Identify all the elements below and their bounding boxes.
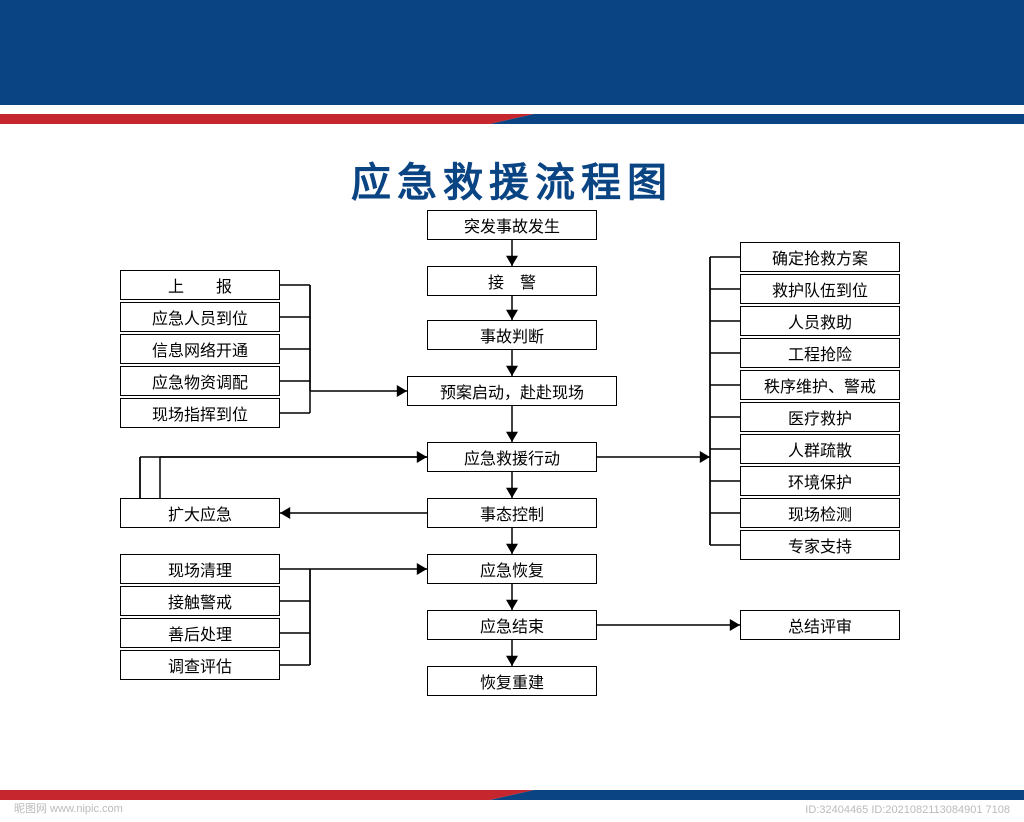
header-band bbox=[0, 0, 1024, 105]
stage: 应急救援流程图 突发事故发生接 警事故判断预案启动，赴赴现场应急救援行动事态控制… bbox=[0, 0, 1024, 822]
left1-item-3: 应急物资调配 bbox=[120, 366, 280, 396]
stripe-bottom-red bbox=[0, 790, 534, 800]
expand-emergency: 扩大应急 bbox=[120, 498, 280, 528]
stripe-bottom bbox=[0, 790, 1024, 800]
main-step-2: 事故判断 bbox=[427, 320, 597, 350]
left2-item-2: 善后处理 bbox=[120, 618, 280, 648]
left1-item-0: 上 报 bbox=[120, 270, 280, 300]
stripe-top bbox=[0, 114, 1024, 124]
main-step-4: 应急救援行动 bbox=[427, 442, 597, 472]
left2-item-1: 接触警戒 bbox=[120, 586, 280, 616]
page-title: 应急救援流程图 bbox=[0, 150, 1024, 208]
right-item-4: 秩序维护、警戒 bbox=[740, 370, 900, 400]
summary-review: 总结评审 bbox=[740, 610, 900, 640]
left2-item-3: 调查评估 bbox=[120, 650, 280, 680]
left1-item-2: 信息网络开通 bbox=[120, 334, 280, 364]
right-item-2: 人员救助 bbox=[740, 306, 900, 336]
right-item-9: 专家支持 bbox=[740, 530, 900, 560]
main-step-6: 应急恢复 bbox=[427, 554, 597, 584]
right-item-8: 现场检测 bbox=[740, 498, 900, 528]
main-step-1: 接 警 bbox=[427, 266, 597, 296]
right-item-6: 人群疏散 bbox=[740, 434, 900, 464]
main-step-5: 事态控制 bbox=[427, 498, 597, 528]
main-step-8: 恢复重建 bbox=[427, 666, 597, 696]
stripe-bottom-blue bbox=[490, 790, 1024, 800]
stripe-top-blue bbox=[490, 114, 1024, 124]
main-step-3: 预案启动，赴赴现场 bbox=[407, 376, 617, 406]
left2-item-0: 现场清理 bbox=[120, 554, 280, 584]
right-item-3: 工程抢险 bbox=[740, 338, 900, 368]
stripe-top-red bbox=[0, 114, 534, 124]
main-step-0: 突发事故发生 bbox=[427, 210, 597, 240]
main-step-7: 应急结束 bbox=[427, 610, 597, 640]
right-item-0: 确定抢救方案 bbox=[740, 242, 900, 272]
right-item-1: 救护队伍到位 bbox=[740, 274, 900, 304]
left1-item-1: 应急人员到位 bbox=[120, 302, 280, 332]
watermark-site: 昵图网 www.nipic.com bbox=[14, 800, 123, 816]
right-item-7: 环境保护 bbox=[740, 466, 900, 496]
right-item-5: 医疗救护 bbox=[740, 402, 900, 432]
left1-item-4: 现场指挥到位 bbox=[120, 398, 280, 428]
watermark-id: ID:32404465 ID:2021082113084901 7108 bbox=[805, 804, 1010, 816]
